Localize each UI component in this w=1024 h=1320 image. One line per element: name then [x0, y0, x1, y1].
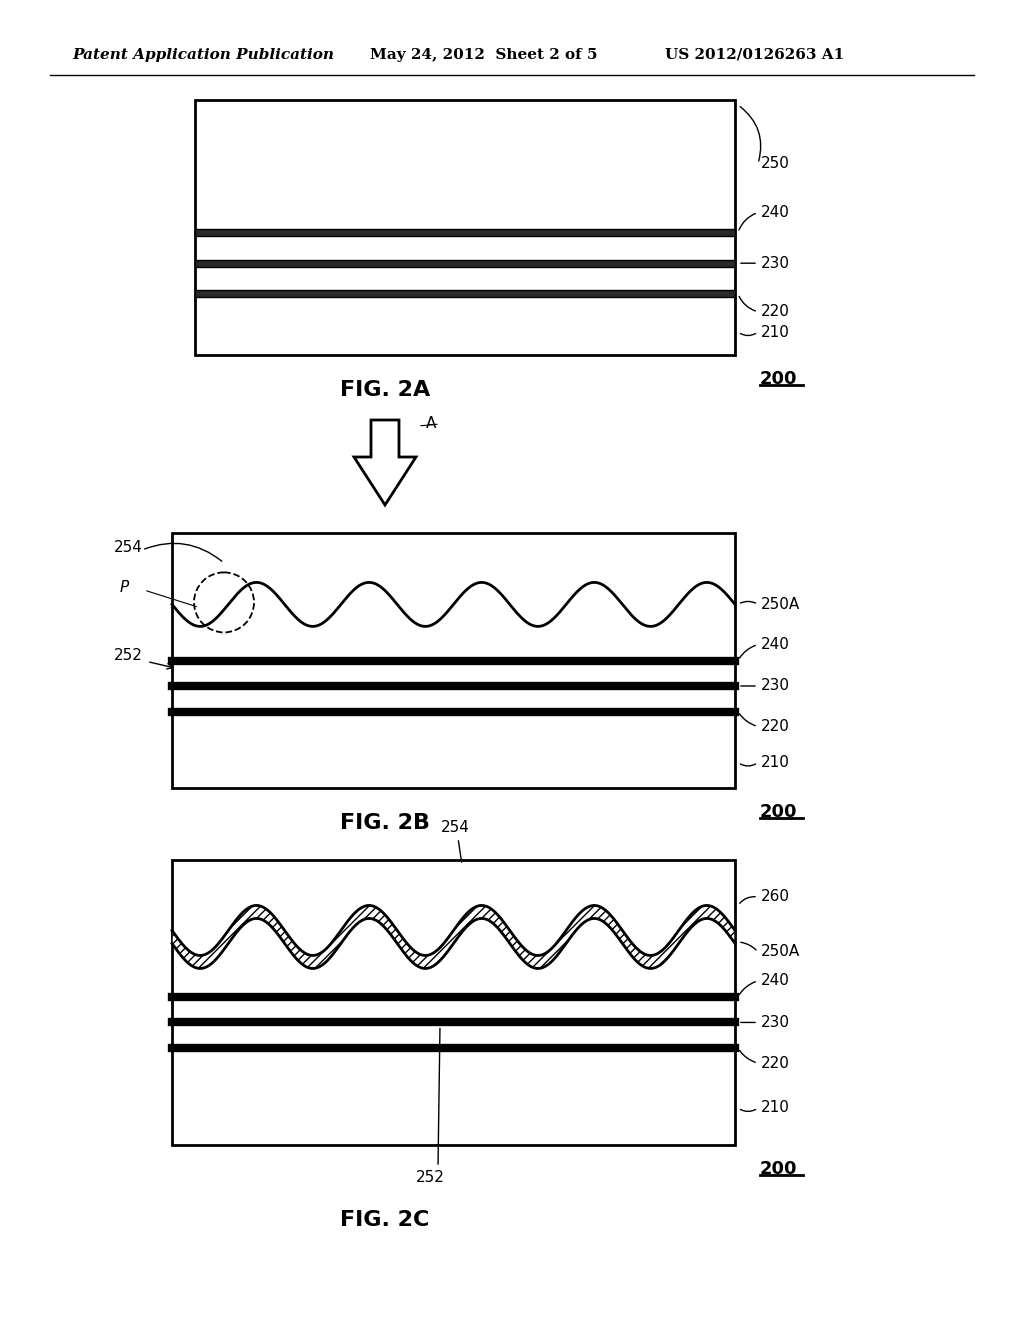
Polygon shape — [195, 230, 735, 236]
Text: 240: 240 — [761, 638, 790, 652]
Text: 254: 254 — [440, 821, 469, 836]
Text: 220: 220 — [761, 719, 790, 734]
Polygon shape — [354, 420, 416, 506]
Text: 240: 240 — [761, 973, 790, 989]
Text: 210: 210 — [761, 1101, 790, 1115]
Text: 250A: 250A — [761, 597, 800, 612]
Text: 254: 254 — [114, 540, 143, 556]
Text: Patent Application Publication: Patent Application Publication — [72, 48, 334, 62]
Text: 252: 252 — [114, 648, 143, 663]
Text: 260: 260 — [761, 890, 790, 904]
Polygon shape — [172, 906, 735, 969]
Text: 230: 230 — [761, 678, 790, 693]
Text: May 24, 2012  Sheet 2 of 5: May 24, 2012 Sheet 2 of 5 — [370, 48, 597, 62]
Text: 250: 250 — [761, 156, 790, 172]
Text: 220: 220 — [761, 1056, 790, 1071]
Polygon shape — [195, 290, 735, 297]
Text: 200: 200 — [760, 803, 798, 821]
Text: 200: 200 — [760, 370, 798, 388]
Polygon shape — [195, 260, 735, 267]
Text: 252: 252 — [416, 1170, 444, 1184]
Text: A: A — [426, 417, 436, 432]
Text: 230: 230 — [761, 1015, 790, 1030]
Text: 240: 240 — [761, 205, 790, 220]
Text: FIG. 2C: FIG. 2C — [340, 1210, 430, 1230]
Text: US 2012/0126263 A1: US 2012/0126263 A1 — [665, 48, 844, 62]
Text: 210: 210 — [761, 755, 790, 770]
Text: P: P — [120, 581, 129, 595]
Text: 200: 200 — [760, 1160, 798, 1177]
Text: 250A: 250A — [761, 944, 800, 960]
Text: FIG. 2A: FIG. 2A — [340, 380, 430, 400]
Text: 230: 230 — [761, 256, 790, 271]
Text: 210: 210 — [761, 325, 790, 339]
Text: FIG. 2B: FIG. 2B — [340, 813, 430, 833]
Text: 220: 220 — [761, 305, 790, 319]
